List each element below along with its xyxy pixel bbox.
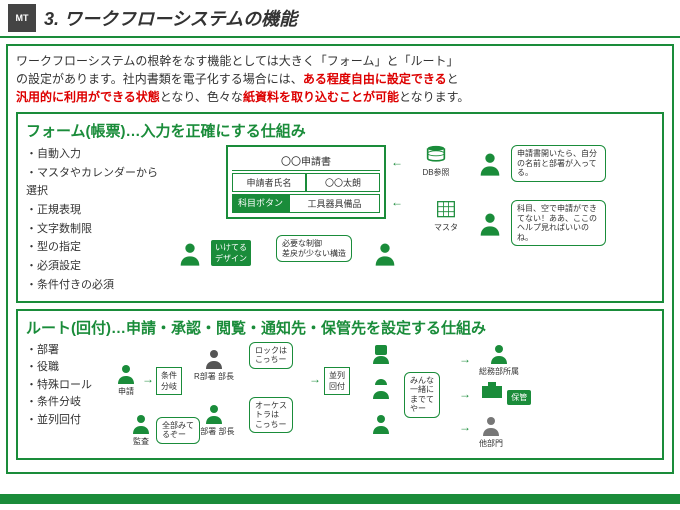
- node-label: 総務部所属: [479, 366, 519, 377]
- bullet: ・並列回付: [26, 412, 106, 430]
- route-diagram: 申請 → 条件 分岐 R部署 部長 O部署 部長 ロックは こっちー オーケス …: [114, 342, 654, 452]
- intro-emphasis3: 紙資料を取り込むことが可能: [243, 90, 399, 104]
- intro-line3d: となります。: [399, 90, 469, 104]
- form-button: 科目ボタン: [232, 194, 289, 213]
- staff-icon: [369, 412, 393, 436]
- arrow-icon: ←: [391, 155, 403, 169]
- welder-icon: [369, 342, 393, 366]
- logo: MT: [8, 4, 36, 32]
- intro-line1: ワークフローシステムの根幹をなす機能としては大きく「フォーム」と「ルート」: [16, 54, 458, 68]
- bullet: ・部署: [26, 342, 106, 360]
- bullet: ・マスタやカレンダーから選択: [26, 164, 166, 201]
- form-section: フォーム(帳票)…入力を正確にする仕組み ・自動入力 ・マスタやカレンダーから選…: [16, 112, 664, 303]
- arrow-icon: →: [309, 372, 321, 386]
- arrow-icon: →: [459, 387, 471, 401]
- page-title: 3. ワークフローシステムの機能: [44, 5, 297, 31]
- soumu-node: 総務部所属: [479, 342, 519, 377]
- bullet: ・条件分岐: [26, 394, 106, 412]
- bullet: ・文字数制限: [26, 220, 166, 239]
- branch-box: 条件 分岐: [156, 367, 182, 395]
- speech-bubble: 科目、空で申請ができてない！ああ、ここのヘルプ見ればいいのね。: [511, 200, 606, 246]
- bullet: ・必須設定: [26, 257, 166, 276]
- header: MT 3. ワークフローシステムの機能: [0, 0, 680, 38]
- intro-line3b: となり、色々な: [160, 90, 243, 104]
- design-label: いけてる デザイン: [211, 240, 251, 266]
- db-label: DB参照: [421, 167, 451, 178]
- form-bullets: ・自動入力 ・マスタやカレンダーから選択 ・正規表現 ・文字数制限 ・型の指定 …: [26, 145, 166, 295]
- person-icon: [371, 240, 399, 268]
- bullet: ・正規表現: [26, 201, 166, 220]
- master-label: マスタ: [431, 222, 461, 233]
- audit-node: 監査: [129, 412, 153, 447]
- speech-bubble: 申請書開いたら、自分の名前と部署が入ってる。: [511, 145, 606, 182]
- main-container: ワークフローシステムの根幹をなす機能としては大きく「フォーム」と「ルート」 の設…: [6, 44, 674, 474]
- route-section: ルート(回付)…申請・承認・閲覧・通知先・保管先を設定する仕組み ・部署 ・役職…: [16, 309, 664, 460]
- footer-bar: [0, 494, 680, 504]
- route-bullets: ・部署 ・役職 ・特殊ロール ・条件分岐 ・並列回付: [26, 342, 106, 452]
- intro-text: ワークフローシステムの根幹をなす機能としては大きく「フォーム」と「ルート」 の設…: [16, 52, 664, 106]
- bullet: ・型の指定: [26, 238, 166, 257]
- form-section-title: フォーム(帳票)…入力を正確にする仕組み: [26, 120, 654, 141]
- node-label: 他部門: [479, 438, 503, 449]
- form-diagram: 〇〇申請書 申請者氏名 〇〇太朗 科目ボタン 工具器具備品 DB参照: [176, 145, 654, 285]
- speech-bubble: ロックは こっちー: [249, 342, 293, 369]
- parallel-box: 並列 回付: [324, 367, 350, 395]
- form-cell: 〇〇太朗: [306, 173, 380, 192]
- rdir-node: R部署 部長: [194, 347, 234, 382]
- form-cell: 工具器具備品: [289, 194, 380, 213]
- worker-icon: [369, 377, 393, 401]
- arrow-icon: →: [459, 352, 471, 366]
- bullet: ・条件付きの必須: [26, 276, 166, 295]
- form-mockup: 〇〇申請書 申請者氏名 〇〇太朗 科目ボタン 工具器具備品: [226, 145, 386, 219]
- intro-emphasis1: ある程度自由に設定できる: [303, 72, 447, 86]
- odir-node: O部署 部長: [194, 402, 234, 437]
- bullet: ・自動入力: [26, 145, 166, 164]
- intro-line2c: と: [447, 72, 459, 86]
- speech-bubble: みんな 一緒に までて やー: [404, 372, 440, 418]
- store-node: 保管: [479, 380, 531, 405]
- db-icon: DB参照: [421, 145, 451, 178]
- logo-text: MT: [16, 14, 29, 23]
- person-icon: [476, 150, 504, 178]
- form-mockup-title: 〇〇申請書: [232, 151, 380, 171]
- node-label: R部署 部長: [194, 371, 234, 382]
- store-label: 保管: [507, 390, 531, 405]
- intro-line2a: の設定があります。社内書類を電子化する場合には、: [16, 72, 303, 86]
- person-icon: [476, 210, 504, 238]
- speech-bubble: オーケス トラは こっちー: [249, 397, 293, 434]
- control-label: 必要な制御 差戻が少ない構造: [276, 235, 352, 262]
- node-label: 監査: [129, 436, 153, 447]
- route-section-title: ルート(回付)…申請・承認・閲覧・通知先・保管先を設定する仕組み: [26, 317, 654, 338]
- form-cell: 申請者氏名: [232, 173, 306, 192]
- apply-node: 申請: [114, 362, 138, 397]
- node-label: O部署 部長: [194, 426, 234, 437]
- designer-icon: [176, 240, 204, 268]
- bullet: ・特殊ロール: [26, 377, 106, 395]
- node-label: 申請: [114, 386, 138, 397]
- arrow-icon: →: [142, 372, 154, 386]
- intro-emphasis2: 汎用的に利用ができる状態: [16, 90, 160, 104]
- speech-bubble: 全部みて るぞー: [156, 417, 200, 444]
- bullet: ・役職: [26, 359, 106, 377]
- arrow-icon: ←: [391, 195, 403, 209]
- master-icon: マスタ: [431, 200, 461, 233]
- arrow-icon: →: [459, 420, 471, 434]
- other-node: 他部門: [479, 414, 503, 449]
